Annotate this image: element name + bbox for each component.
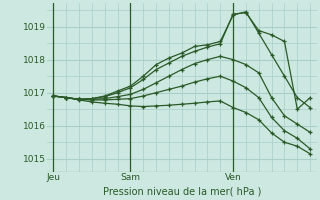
X-axis label: Pression niveau de la mer( hPa ): Pression niveau de la mer( hPa )	[103, 187, 261, 197]
